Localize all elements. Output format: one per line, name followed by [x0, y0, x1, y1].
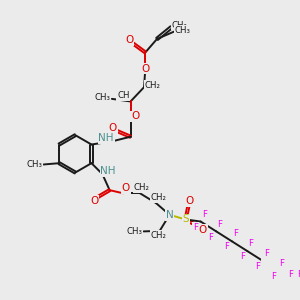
Text: F: F [299, 281, 300, 290]
Text: F: F [224, 242, 229, 251]
Text: O: O [90, 196, 98, 206]
Text: F: F [218, 220, 222, 229]
Text: CH₂: CH₂ [144, 81, 160, 90]
Text: O: O [185, 196, 194, 206]
Text: CH₃: CH₃ [26, 160, 43, 169]
Text: F: F [248, 239, 253, 248]
Text: O: O [122, 183, 130, 193]
Text: CH₂: CH₂ [172, 21, 188, 30]
Text: F: F [288, 270, 293, 279]
Text: F: F [280, 259, 285, 268]
Text: CH₃: CH₃ [95, 93, 111, 102]
Text: O: O [131, 112, 139, 122]
Text: F: F [264, 249, 269, 258]
Text: CH₃: CH₃ [127, 227, 142, 236]
Text: O: O [109, 123, 117, 134]
Text: F: F [271, 272, 276, 281]
Text: N: N [166, 210, 173, 220]
Text: CH₃: CH₃ [174, 26, 190, 35]
Text: F: F [240, 252, 245, 261]
Text: NH: NH [98, 133, 114, 143]
Text: CH: CH [117, 91, 130, 100]
Text: S: S [182, 214, 189, 224]
Text: CH₂: CH₂ [133, 183, 149, 192]
Text: O: O [125, 35, 134, 45]
Text: NH: NH [100, 167, 116, 176]
Text: F: F [297, 271, 300, 280]
Text: F: F [255, 262, 260, 271]
Text: F: F [208, 232, 214, 242]
Text: F: F [193, 223, 198, 232]
Text: F: F [233, 230, 238, 238]
Text: O: O [199, 225, 207, 235]
Text: CH₂: CH₂ [151, 193, 166, 202]
Text: O: O [141, 64, 149, 74]
Text: CH₂: CH₂ [150, 231, 167, 240]
Text: F: F [202, 210, 207, 219]
